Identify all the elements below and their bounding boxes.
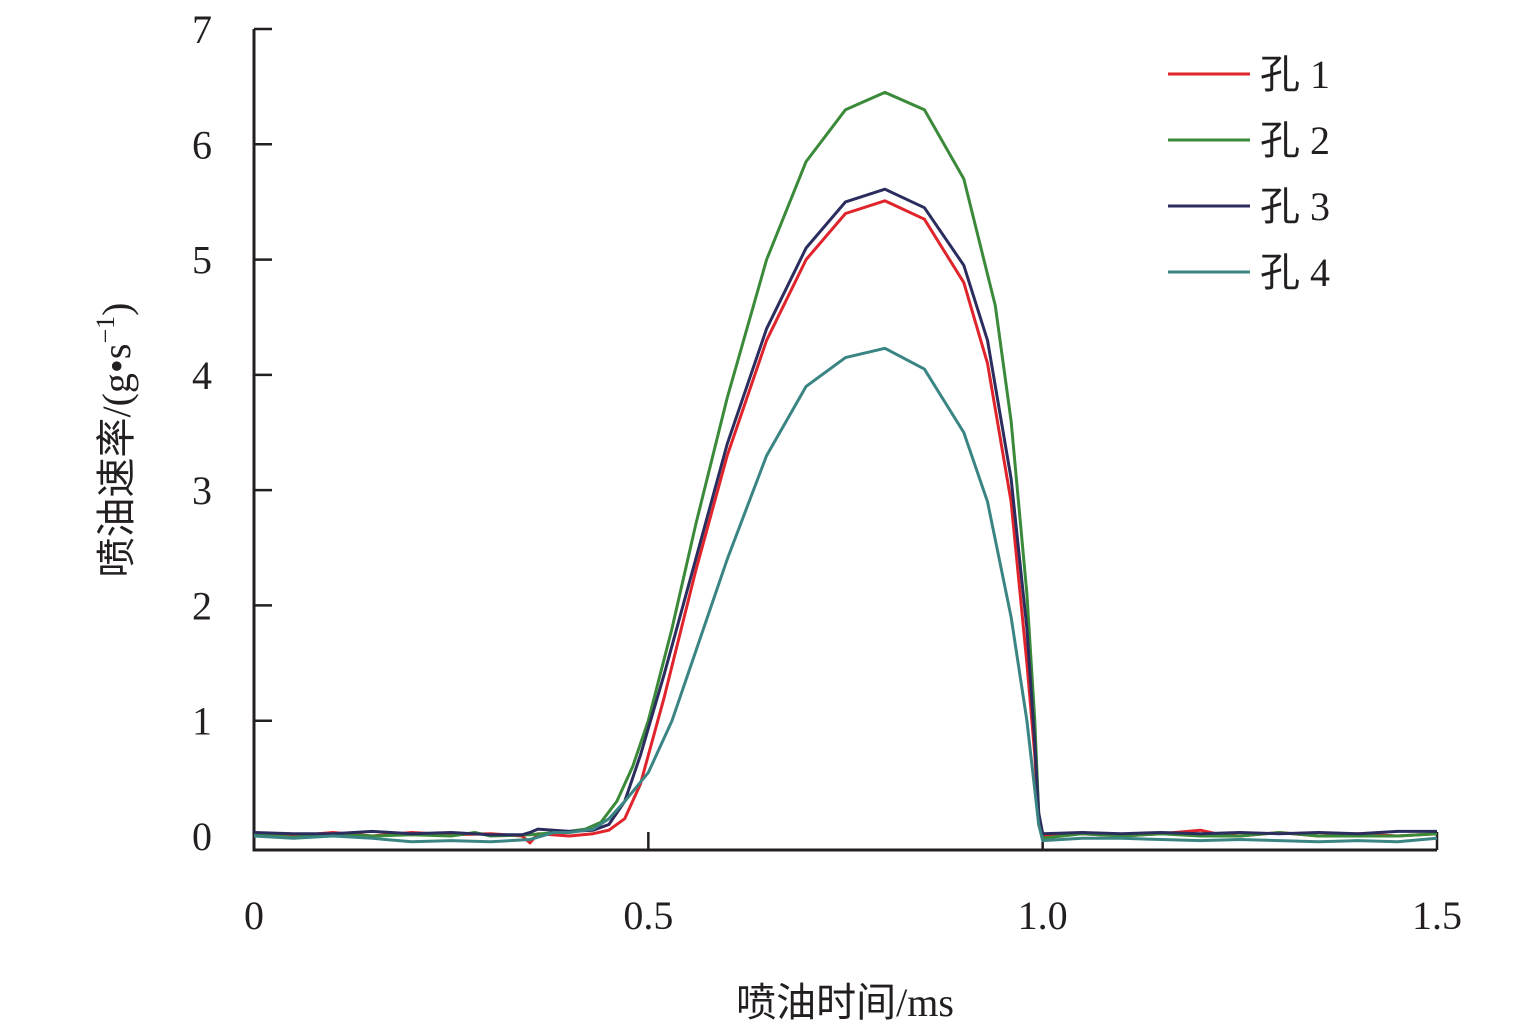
legend-label-3: 孔 3: [1260, 184, 1330, 229]
y-tick-label: 7: [192, 7, 212, 52]
legend-label-2: 孔 2: [1260, 118, 1330, 163]
y-axis-title-exponent: −1: [91, 316, 120, 344]
y-tick-label: 6: [192, 122, 212, 167]
x-tick-label: 0: [244, 893, 264, 938]
legend-label-1: 孔 1: [1260, 52, 1330, 97]
series-line-3: [253, 187, 1437, 837]
series-layer: [253, 90, 1438, 845]
y-axis-title: 喷油速率/(g•s−1): [91, 302, 139, 577]
y-axis-title-close: ): [94, 302, 139, 315]
x-tick-label: 0.5: [623, 893, 673, 938]
axes: 0 1 2 3 4 5 6 7 0 0.5 1.0 1.5: [192, 7, 1462, 938]
x-tick-label: 1.0: [1018, 893, 1068, 938]
x-tick-label: 1.5: [1412, 893, 1462, 938]
y-tick-label: 0: [192, 814, 212, 859]
series-line-1: [253, 199, 1438, 845]
legend: 孔 1 孔 2 孔 3 孔 4: [1168, 52, 1330, 295]
y-tick-label: 5: [192, 238, 212, 283]
y-axis-title-main: 喷油速率/(g•s: [94, 343, 139, 577]
series-line-4: [253, 346, 1438, 844]
y-tick-label: 3: [192, 468, 212, 513]
x-axis-title: 喷油时间/ms: [736, 980, 954, 1025]
legend-label-4: 孔 4: [1260, 250, 1330, 295]
y-tick-label: 1: [192, 699, 212, 744]
y-tick-label: 4: [192, 353, 212, 398]
y-tick-label: 2: [192, 583, 212, 628]
